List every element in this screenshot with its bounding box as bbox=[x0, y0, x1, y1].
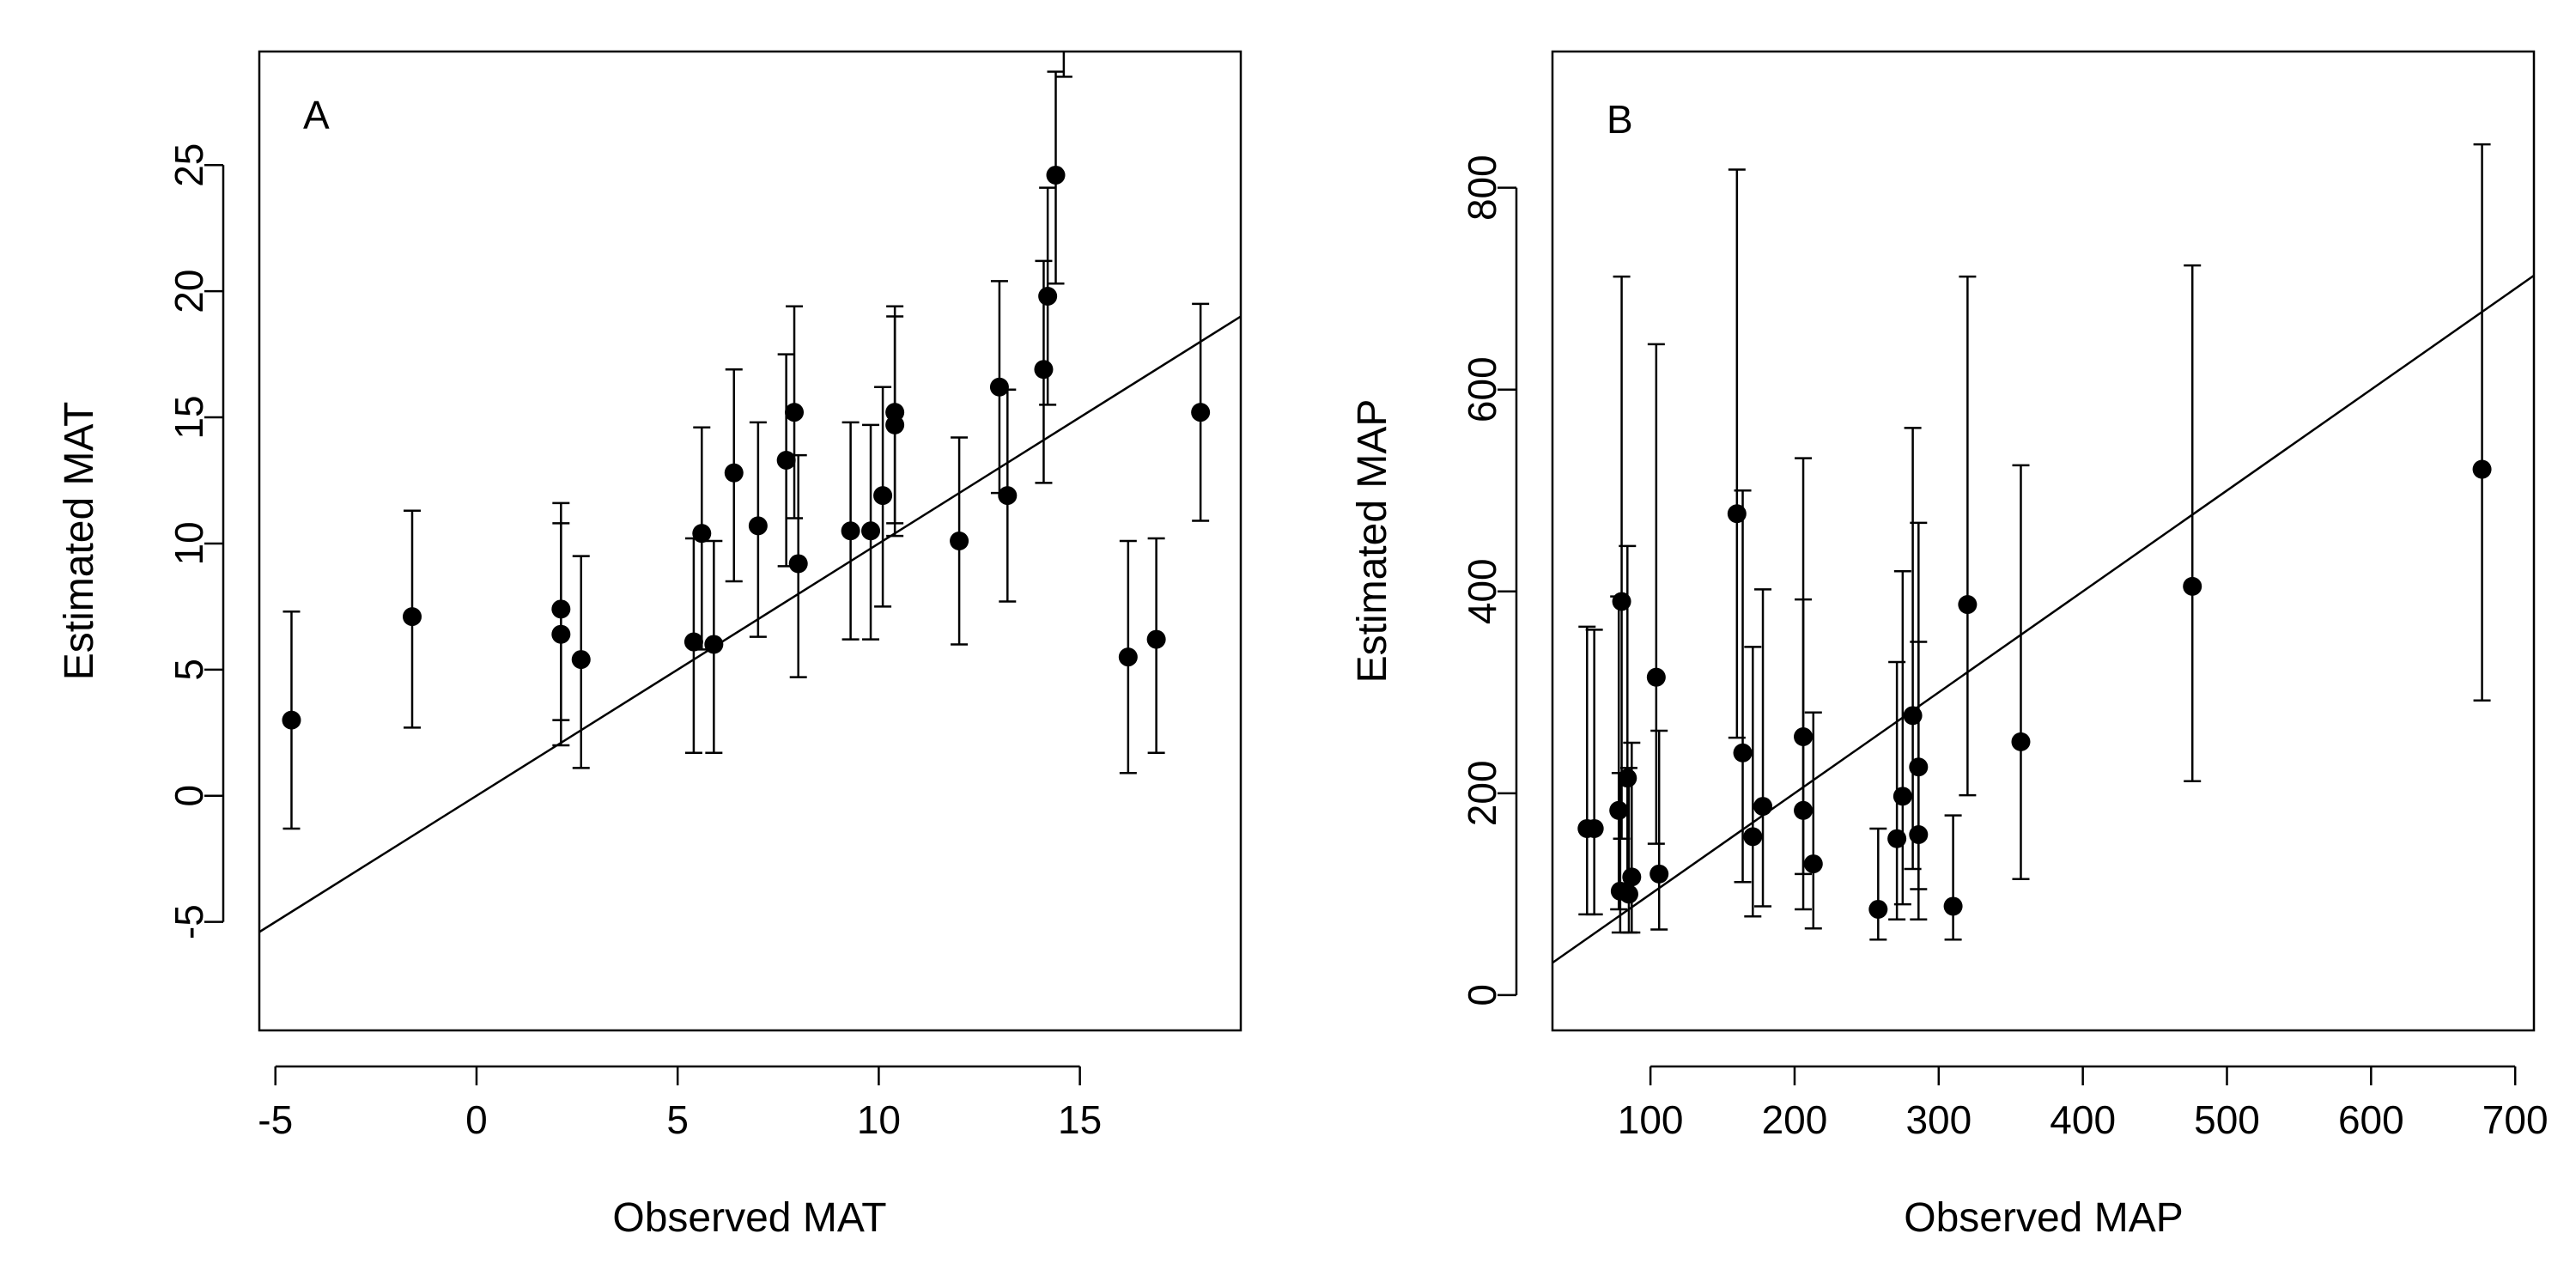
panel-b-y-tick-label: 0 bbox=[1460, 984, 1504, 1006]
panel-a-data-point bbox=[841, 521, 860, 540]
panel-b-x-tick-label: 400 bbox=[2050, 1097, 2116, 1142]
panel-a-y-tick-label: 0 bbox=[167, 785, 211, 807]
panel-b-data-point bbox=[1609, 801, 1628, 820]
panel-b-data-point bbox=[1647, 668, 1666, 687]
panel-a-data-point bbox=[403, 607, 422, 626]
panel-b-y-axis-title: Estimated MAP bbox=[1350, 399, 1395, 683]
panel-a-data-point bbox=[789, 554, 808, 573]
panel-b-data-point bbox=[1804, 854, 1823, 873]
panel-b-data-point bbox=[1734, 744, 1753, 762]
panel-b-data-point bbox=[1893, 787, 1912, 805]
panel-b-y-tick-label: 200 bbox=[1460, 760, 1504, 826]
panel-b-x-tick-label: 700 bbox=[2482, 1097, 2549, 1142]
panel-a-y-tick-label: 5 bbox=[167, 659, 211, 681]
panel-b-data-point bbox=[2011, 732, 2030, 751]
panel-a-data-point bbox=[1147, 630, 1166, 649]
panel-b-x-tick-label: 500 bbox=[2194, 1097, 2260, 1142]
panel-b-data-point bbox=[1909, 825, 1928, 844]
panel-a-x-axis-title: Observed MAT bbox=[612, 1195, 886, 1241]
panel-a-data-point bbox=[684, 633, 703, 652]
panel-a-data-point bbox=[873, 486, 892, 505]
panel-b-data-point bbox=[1868, 900, 1887, 919]
panel-a-data-point bbox=[1034, 360, 1053, 379]
panel-b-data-point bbox=[1753, 797, 1772, 816]
panel-a-data-point bbox=[785, 403, 804, 422]
panel-b-data-point bbox=[1958, 595, 1977, 614]
panel-a-x-tick-label: -5 bbox=[258, 1097, 293, 1142]
panel-a-data-point bbox=[885, 403, 904, 422]
panel-a-data-point bbox=[1047, 166, 1066, 185]
panel-b-data-point bbox=[1613, 592, 1631, 611]
panel-a-y-tick-label: -5 bbox=[167, 904, 211, 939]
panel-a-data-point bbox=[551, 599, 570, 618]
panel-a-label: A bbox=[303, 93, 330, 137]
panel-a-data-point bbox=[572, 650, 591, 669]
panel-b-y-tick-label: 800 bbox=[1460, 155, 1504, 221]
panel-a-data-point bbox=[704, 635, 723, 653]
panel-b-data-point bbox=[1794, 801, 1813, 820]
panel-a-data-point bbox=[861, 521, 880, 540]
panel-a-data-point bbox=[1191, 403, 1210, 422]
panel-a-data-point bbox=[1119, 647, 1138, 666]
panel-b-data-point bbox=[1618, 769, 1637, 787]
panel-a-data-point bbox=[950, 532, 969, 550]
panel-b-label: B bbox=[1607, 97, 1633, 142]
panel-a-x-tick-label: 10 bbox=[857, 1097, 901, 1142]
panel-b-data-point bbox=[1944, 896, 1963, 915]
panel-b-x-axis-title: Observed MAP bbox=[1904, 1195, 2183, 1241]
panel-b-data-point bbox=[1649, 865, 1668, 884]
panel-b-data-point bbox=[1887, 829, 1906, 848]
panel-a-data-point bbox=[749, 516, 768, 535]
panel-a-data-point bbox=[777, 451, 796, 470]
panel-a-data-point bbox=[692, 524, 711, 543]
panel-a-data-point bbox=[1038, 287, 1057, 306]
panel-b-data-point bbox=[1909, 757, 1928, 776]
panel-b-x-tick-label: 100 bbox=[1618, 1097, 1684, 1142]
panel-a-y-axis-title: Estimated MAT bbox=[57, 402, 102, 681]
panel-b-y-tick-label: 400 bbox=[1460, 558, 1504, 624]
panel-b-x-tick-label: 200 bbox=[1762, 1097, 1828, 1142]
panel-a-data-point bbox=[551, 625, 570, 644]
panel-a-y-tick-label: 25 bbox=[167, 143, 211, 187]
panel-b-data-point bbox=[1728, 504, 1747, 523]
panel-b-data-point bbox=[1904, 706, 1923, 725]
panel-b-data-point bbox=[1585, 819, 1604, 838]
panel-a-y-tick-label: 10 bbox=[167, 521, 211, 565]
panel-a-data-point bbox=[725, 464, 744, 483]
panel-b-y-tick-label: 600 bbox=[1460, 356, 1504, 422]
panel-a-data-point bbox=[990, 378, 1009, 397]
panel-b-data-point bbox=[1794, 727, 1813, 746]
panel-a-data-point bbox=[998, 486, 1017, 505]
panel-b-data-point bbox=[2473, 460, 2492, 479]
panel-b-data-point bbox=[1619, 884, 1638, 903]
panel-a-x-tick-label: 15 bbox=[1058, 1097, 1102, 1142]
panel-b-x-tick-label: 600 bbox=[2338, 1097, 2404, 1142]
panel-b-data-point bbox=[1622, 867, 1641, 886]
panel-a-y-tick-label: 15 bbox=[167, 395, 211, 439]
panel-b-x-tick-label: 300 bbox=[1905, 1097, 1971, 1142]
panel-a-x-tick-label: 0 bbox=[465, 1097, 488, 1142]
panel-b-data-point bbox=[2183, 577, 2202, 596]
panel-a-data-point bbox=[282, 711, 301, 730]
panel-b-data-point bbox=[1743, 827, 1762, 846]
panel-a-y-tick-label: 20 bbox=[167, 270, 211, 313]
panel-a-x-tick-label: 5 bbox=[666, 1097, 689, 1142]
